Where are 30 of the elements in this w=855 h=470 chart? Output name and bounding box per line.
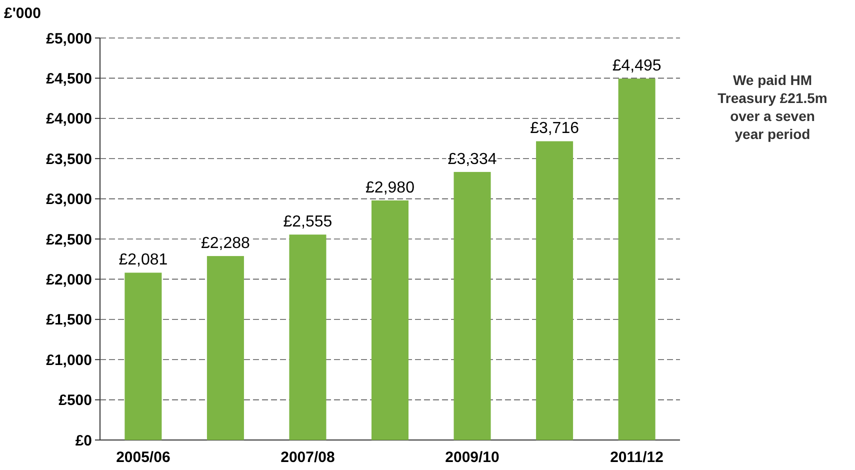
bar <box>454 172 491 440</box>
y-tick-label: £2,000 <box>46 271 92 288</box>
data-label: £2,980 <box>366 179 415 196</box>
data-label: £2,081 <box>118 252 168 269</box>
y-tick-label: £0 <box>75 432 92 450</box>
text: We paid HM Treasury £21.5m over a seven year period <box>718 72 828 142</box>
data-label: £2,555 <box>283 214 332 231</box>
bar <box>124 272 162 440</box>
y-tick-label: £3,000 <box>46 191 92 208</box>
y-tick-label: £1,000 <box>46 352 92 369</box>
y-tick-label: £5,000 <box>46 30 92 48</box>
bar <box>618 78 656 440</box>
y-tick-label: £4,000 <box>46 110 92 128</box>
x-tick-label: 2009/10 <box>445 449 500 466</box>
bar <box>371 200 409 440</box>
x-tick-label: 2007/08 <box>280 449 335 466</box>
y-tick-label: £1,500 <box>46 312 92 329</box>
y-tick-label: £2,500 <box>46 231 92 248</box>
bar <box>536 141 574 440</box>
y-tick-label: £4,500 <box>46 70 92 88</box>
data-label: £2,288 <box>200 235 250 252</box>
bar <box>206 256 244 440</box>
x-tick-label: 2011/12 <box>610 449 664 466</box>
bar <box>289 234 326 440</box>
y-tick-label: £500 <box>58 392 92 410</box>
data-label: £4,495 <box>612 58 662 75</box>
x-tick-label: 2005/06 <box>116 449 170 466</box>
data-label: £3,716 <box>530 120 580 138</box>
y-axis-title: £'000 <box>4 5 41 22</box>
y-tick-label: £3,500 <box>46 150 92 168</box>
